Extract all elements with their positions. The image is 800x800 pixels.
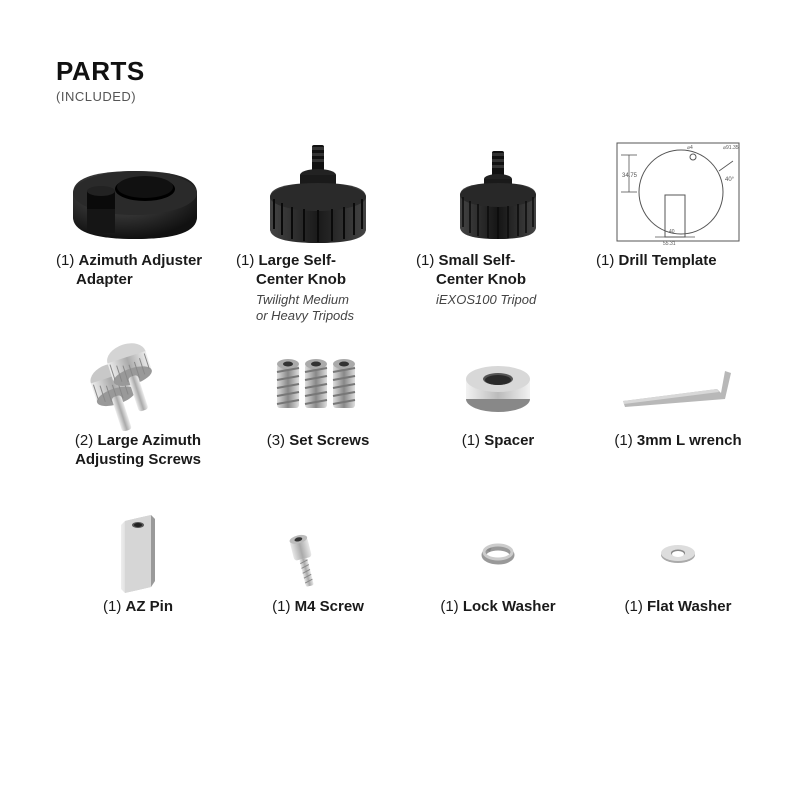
part-drill-template: 34.75 40° ⌀4 ⌀91.35 40 55.31 (1) Drill T… — [596, 132, 760, 340]
spacer-icon — [453, 351, 543, 421]
l-wrench-icon — [613, 351, 743, 421]
part-spacer: (1) Spacer — [416, 340, 580, 506]
parts-grid: (1) Azimuth Adjuster Adapter — [56, 132, 760, 672]
large-knob-icon — [258, 137, 378, 247]
part-label: (1) Large Self- Center Knob — [236, 252, 346, 290]
part-m4-screw: (1) M4 Screw — [236, 506, 400, 672]
part-image — [56, 506, 220, 598]
part-label: (1) Flat Washer — [625, 598, 732, 617]
part-image — [56, 340, 220, 432]
part-image — [416, 132, 580, 252]
part-label: (2) Large Azimuth Adjusting Screws — [75, 432, 201, 470]
part-detail: Twilight Medium or Heavy Tripods — [236, 292, 354, 325]
page-title: PARTS — [56, 56, 760, 87]
part-label: (1) Small Self- Center Knob — [416, 252, 526, 290]
part-label: (1) Drill Template — [596, 252, 717, 271]
azimuth-adapter-icon — [63, 137, 213, 247]
part-detail: iEXOS100 Tripod — [416, 292, 536, 308]
part-image — [236, 132, 400, 252]
header: PARTS (INCLUDED) — [56, 56, 760, 104]
parts-row-3: (1) AZ Pin (1) M4 Scr — [56, 506, 760, 672]
parts-row-1: (1) Azimuth Adjuster Adapter — [56, 132, 760, 340]
svg-text:⌀91.35: ⌀91.35 — [723, 145, 739, 151]
part-flat-washer: (1) Flat Washer — [596, 506, 760, 672]
svg-text:55.31: 55.31 — [663, 241, 676, 247]
lock-washer-icon — [468, 527, 528, 577]
part-label: (1) Lock Washer — [440, 598, 555, 617]
set-screws-icon — [263, 346, 373, 426]
part-label: (1) Azimuth Adjuster Adapter — [56, 252, 202, 290]
part-azimuth-adapter: (1) Azimuth Adjuster Adapter — [56, 132, 220, 340]
part-label: (1) AZ Pin — [103, 598, 173, 617]
part-label: (1) M4 Screw — [272, 598, 364, 617]
part-set-screws: (3) Set Screws — [236, 340, 400, 506]
svg-text:40°: 40° — [725, 177, 735, 183]
part-image — [236, 506, 400, 598]
adjusting-screws-icon — [78, 341, 198, 431]
part-az-pin: (1) AZ Pin — [56, 506, 220, 672]
page-subtitle: (INCLUDED) — [56, 89, 760, 104]
az-pin-icon — [103, 507, 173, 597]
part-l-wrench: (1) 3mm L wrench — [596, 340, 760, 506]
part-label: (3) Set Screws — [267, 432, 370, 451]
part-image — [416, 340, 580, 432]
part-label: (1) Spacer — [462, 432, 535, 451]
part-image — [236, 340, 400, 432]
part-image — [596, 340, 760, 432]
svg-text:34.75: 34.75 — [622, 173, 638, 179]
parts-row-2: (2) Large Azimuth Adjusting Screws — [56, 340, 760, 506]
m4-screw-icon — [273, 517, 363, 587]
part-label: (1) 3mm L wrench — [614, 432, 741, 451]
part-small-knob: (1) Small Self- Center Knob iEXOS100 Tri… — [416, 132, 580, 340]
drill-template-icon: 34.75 40° ⌀4 ⌀91.35 40 55.31 — [613, 137, 743, 247]
part-lock-washer: (1) Lock Washer — [416, 506, 580, 672]
flat-washer-icon — [648, 527, 708, 577]
part-large-knob: (1) Large Self- Center Knob Twilight Med… — [236, 132, 400, 340]
part-image — [416, 506, 580, 598]
svg-text:⌀4: ⌀4 — [687, 145, 693, 151]
part-image — [596, 506, 760, 598]
small-knob-icon — [448, 137, 548, 247]
part-image: 34.75 40° ⌀4 ⌀91.35 40 55.31 — [596, 132, 760, 252]
svg-text:40: 40 — [669, 229, 675, 235]
part-image — [56, 132, 220, 252]
part-adjusting-screws: (2) Large Azimuth Adjusting Screws — [56, 340, 220, 506]
